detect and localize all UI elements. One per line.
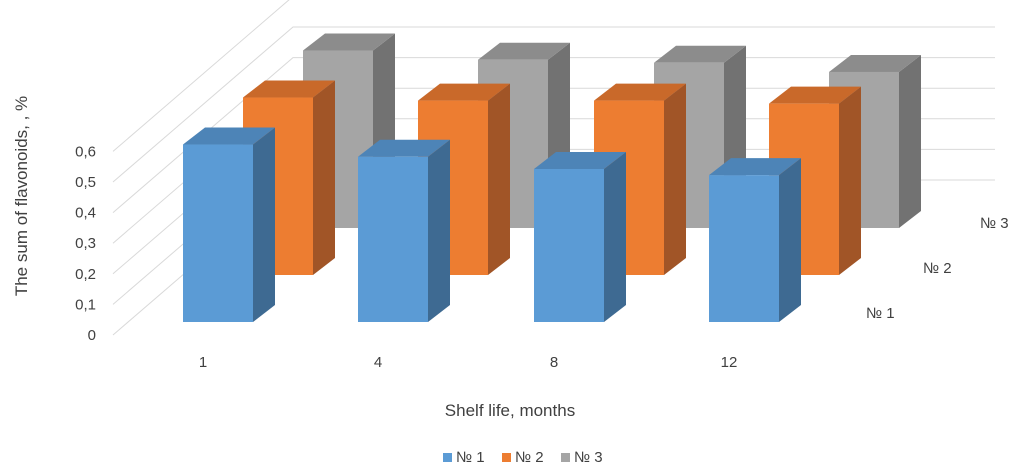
- bar-front: [534, 169, 604, 322]
- bar-side: [899, 54, 921, 228]
- bar-top: [594, 83, 686, 101]
- gridline: [112, 57, 995, 213]
- bar-top: [829, 54, 921, 72]
- bar-side: [428, 139, 450, 322]
- bar-top: [534, 152, 626, 169]
- y-tick-label: 0,5: [75, 174, 96, 191]
- y-tick-label: 0,1: [75, 296, 96, 313]
- bar-side: [313, 80, 335, 276]
- bar-top: [303, 33, 395, 51]
- bar: [243, 80, 335, 276]
- legend-label: № 1: [456, 449, 485, 466]
- bar-top: [243, 80, 335, 98]
- x-tick-label: 4: [374, 354, 382, 371]
- bar-top: [654, 45, 746, 63]
- bar-side: [604, 152, 626, 322]
- x-tick-label: 8: [550, 354, 558, 371]
- bar-side: [664, 83, 686, 275]
- x-axis-ticks: 1 4 8 12: [199, 354, 738, 371]
- x-tick-label: 1: [199, 354, 207, 371]
- depth-axis-labels: № 1 № 2 № 3: [866, 215, 1009, 322]
- y-tick-label: 0: [88, 327, 96, 344]
- bar-top: [358, 139, 450, 157]
- y-tick-label: 0,3: [75, 235, 96, 252]
- y-tick-label: 0,4: [75, 205, 96, 222]
- bar: [534, 152, 626, 322]
- bar-front: [709, 175, 779, 322]
- bar-side: [839, 86, 861, 275]
- bar-front: [183, 144, 253, 322]
- y-axis-ticks: 0 0,1 0,2 0,3 0,4 0,5 0,6: [75, 143, 96, 344]
- legend-swatch: [561, 453, 570, 462]
- bar-side: [253, 127, 275, 323]
- bar: [709, 158, 801, 322]
- y-axis-title: The sum of flavonoids, , %: [12, 96, 31, 296]
- bar-front: [358, 156, 428, 322]
- bar: [358, 139, 450, 322]
- bar-top: [418, 83, 510, 101]
- bar-top: [183, 127, 275, 145]
- legend: № 1 № 2 № 3: [443, 449, 603, 466]
- legend-label: № 3: [574, 449, 603, 466]
- depth-label: № 3: [980, 215, 1009, 232]
- y-tick-label: 0,6: [75, 143, 96, 160]
- bar-top: [478, 42, 570, 60]
- legend-label: № 2: [515, 449, 544, 466]
- bar-top: [709, 158, 801, 176]
- bars: [183, 33, 921, 323]
- x-tick-label: 12: [721, 354, 738, 371]
- legend-swatch: [502, 453, 511, 462]
- legend-swatch: [443, 453, 452, 462]
- gridline: [112, 0, 290, 152]
- gridline: [112, 26, 995, 183]
- bar-top: [769, 86, 861, 104]
- x-axis-title: Shelf life, months: [445, 401, 575, 420]
- y-tick-label: 0,2: [75, 266, 96, 283]
- depth-label: № 2: [923, 260, 952, 277]
- bar-side: [488, 83, 510, 275]
- depth-label: № 1: [866, 305, 895, 322]
- bar-side: [779, 158, 801, 322]
- bar: [183, 127, 275, 323]
